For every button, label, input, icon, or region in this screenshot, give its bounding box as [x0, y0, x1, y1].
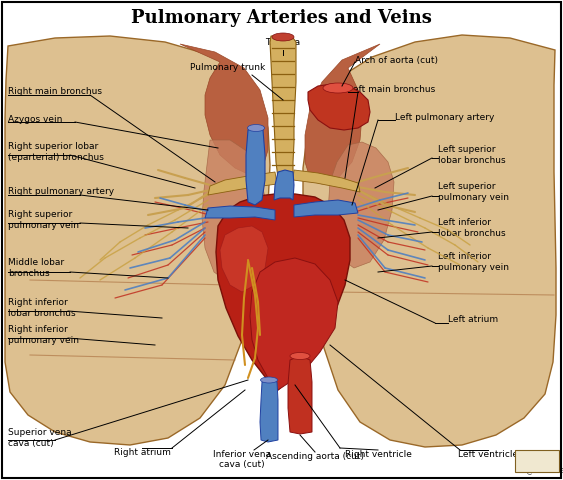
Text: Left ventricle: Left ventricle [458, 450, 518, 459]
Text: Right ventricle: Right ventricle [345, 450, 412, 459]
Ellipse shape [261, 377, 278, 383]
Text: @Novartis: @Novartis [525, 466, 563, 475]
Text: Left atrium: Left atrium [448, 315, 498, 324]
Text: Trachea: Trachea [265, 38, 301, 47]
Text: Inferior vena
cava (cut): Inferior vena cava (cut) [213, 450, 271, 469]
Polygon shape [305, 44, 380, 184]
Text: Right atrium: Right atrium [114, 448, 171, 457]
Ellipse shape [323, 83, 353, 93]
Bar [515, 450, 559, 472]
Polygon shape [260, 380, 278, 442]
Text: Middle lobar
bronchus: Middle lobar bronchus [8, 258, 64, 278]
Polygon shape [293, 170, 360, 192]
Polygon shape [202, 140, 265, 282]
Polygon shape [270, 36, 296, 178]
Text: Left pulmonary artery: Left pulmonary artery [395, 113, 494, 122]
Polygon shape [274, 170, 294, 200]
Polygon shape [328, 142, 394, 268]
Polygon shape [303, 35, 556, 447]
Text: Pulmonary trunk: Pulmonary trunk [190, 63, 266, 72]
Polygon shape [5, 36, 270, 445]
Polygon shape [180, 44, 268, 175]
Text: Pulmonary Arteries and Veins: Pulmonary Arteries and Veins [131, 9, 431, 27]
Ellipse shape [290, 352, 310, 360]
Text: Azygos vein: Azygos vein [8, 116, 62, 124]
Polygon shape [220, 226, 268, 292]
Ellipse shape [248, 124, 265, 132]
Polygon shape [205, 206, 275, 220]
Polygon shape [208, 172, 277, 195]
Text: Netter: Netter [519, 456, 555, 466]
Text: Left superior
lobar bronchus: Left superior lobar bronchus [438, 145, 506, 165]
Text: Right pulmonary artery: Right pulmonary artery [8, 188, 114, 196]
Text: Left superior
pulmonary vein: Left superior pulmonary vein [438, 182, 509, 202]
Text: Arch of aorta (cut): Arch of aorta (cut) [355, 56, 438, 64]
Text: Left main bronchus: Left main bronchus [348, 85, 435, 95]
Polygon shape [250, 258, 338, 390]
Text: Left inferior
lobar bronchus: Left inferior lobar bronchus [438, 218, 506, 238]
Ellipse shape [272, 33, 294, 41]
Text: Right superior
pulmonary vein: Right superior pulmonary vein [8, 210, 79, 230]
Text: Right inferior
pulmonary vein: Right inferior pulmonary vein [8, 325, 79, 345]
Polygon shape [288, 356, 312, 434]
Polygon shape [246, 128, 265, 205]
Text: Right main bronchus: Right main bronchus [8, 87, 102, 96]
Polygon shape [308, 84, 370, 130]
Text: Right inferior
lobar bronchus: Right inferior lobar bronchus [8, 298, 75, 318]
Text: Right superior lobar
(eparterial) bronchus: Right superior lobar (eparterial) bronch… [8, 142, 104, 162]
Text: Left inferior
pulmonary vein: Left inferior pulmonary vein [438, 252, 509, 272]
Polygon shape [216, 194, 350, 390]
Text: Superior vena
cava (cut): Superior vena cava (cut) [8, 428, 72, 448]
Polygon shape [294, 200, 358, 217]
Text: Ascending aorta (cut): Ascending aorta (cut) [266, 452, 364, 461]
